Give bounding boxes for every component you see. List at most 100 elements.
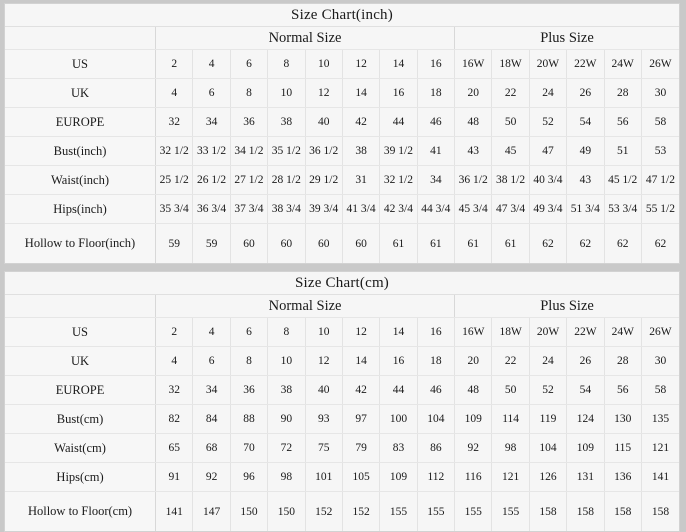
- cell: 6: [192, 78, 231, 108]
- row-label-hollow-to-floor: Hollow to Floor(inch): [5, 223, 157, 263]
- cell: 100: [379, 404, 418, 434]
- cell: 36 3/4: [192, 194, 231, 224]
- cell: 6: [230, 317, 269, 347]
- cell: 121: [641, 433, 679, 463]
- cell: 38: [267, 375, 306, 405]
- cell: 155: [379, 491, 418, 531]
- cell: 12: [305, 346, 343, 376]
- cell: 88: [230, 404, 269, 434]
- cell: 48: [454, 375, 493, 405]
- cell: 44: [379, 107, 418, 137]
- cell: 36: [230, 107, 269, 137]
- cell: 20W: [529, 49, 568, 79]
- cell: 45 3/4: [454, 194, 493, 224]
- cell: 24W: [604, 49, 642, 79]
- cell: 37 3/4: [230, 194, 269, 224]
- cell: 47: [529, 136, 568, 166]
- cell: 49 3/4: [529, 194, 568, 224]
- table-row: Hollow to Floor(inch) 59 59 60 60 60 60 …: [5, 223, 679, 263]
- row-label-hips: Hips(cm): [5, 462, 157, 492]
- row-label-europe: EUROPE: [5, 375, 157, 405]
- cell: 38 1/2: [491, 165, 530, 195]
- cell: 54: [566, 375, 605, 405]
- cell: 44 3/4: [417, 194, 456, 224]
- cell: 24W: [604, 317, 642, 347]
- cell: 114: [491, 404, 530, 434]
- cell: 4: [192, 317, 231, 347]
- cell: 97: [342, 404, 381, 434]
- cell: 51 3/4: [566, 194, 605, 224]
- cell: 61: [454, 223, 493, 263]
- cell: 2: [155, 317, 194, 347]
- cell: 32: [155, 375, 194, 405]
- title-row: Size Chart(inch): [5, 4, 679, 27]
- cell: 41: [417, 136, 456, 166]
- cell: 52: [529, 107, 568, 137]
- cell: 75: [305, 433, 343, 463]
- cell: 36: [230, 375, 269, 405]
- cell: 8: [267, 317, 306, 347]
- cell: 18W: [491, 317, 530, 347]
- cell: 131: [566, 462, 605, 492]
- cell: 8: [230, 346, 269, 376]
- cell: 121: [491, 462, 530, 492]
- cell: 38: [342, 136, 381, 166]
- row-label-hips: Hips(inch): [5, 194, 157, 224]
- cell: 20: [454, 346, 493, 376]
- row-label-waist: Waist(inch): [5, 165, 157, 195]
- cell: 101: [305, 462, 343, 492]
- cell: 16: [379, 346, 418, 376]
- cell: 136: [604, 462, 642, 492]
- size-table-cm: Size Chart(cm) Normal Size Plus Size US …: [5, 272, 679, 531]
- cell: 34 1/2: [230, 136, 269, 166]
- size-chart-inch: Size Chart(inch) Normal Size Plus Size U…: [4, 3, 680, 264]
- cell: 116: [454, 462, 493, 492]
- cell: 52: [529, 375, 568, 405]
- cell: 24: [529, 78, 568, 108]
- cell: 26: [566, 78, 605, 108]
- cell: 53 3/4: [604, 194, 642, 224]
- cell: 141: [155, 491, 194, 531]
- group-plus-size-inch: Plus Size: [454, 26, 679, 50]
- cell: 40: [305, 375, 343, 405]
- group-header-row: Normal Size Plus Size: [5, 26, 679, 50]
- cell: 28: [604, 78, 642, 108]
- cell: 112: [417, 462, 456, 492]
- cell: 158: [641, 491, 679, 531]
- cell: 155: [491, 491, 530, 531]
- cell: 22: [491, 78, 530, 108]
- cell: 22: [491, 346, 530, 376]
- cell: 152: [342, 491, 381, 531]
- group-header-row: Normal Size Plus Size: [5, 294, 679, 318]
- cell: 20: [454, 78, 493, 108]
- row-label-hollow-to-floor: Hollow to Floor(cm): [5, 491, 157, 531]
- cell: 92: [192, 462, 231, 492]
- cell: 135: [641, 404, 679, 434]
- cell: 8: [230, 78, 269, 108]
- cell: 42 3/4: [379, 194, 418, 224]
- cell: 62: [529, 223, 568, 263]
- cell: 53: [641, 136, 679, 166]
- cell: 42: [342, 107, 381, 137]
- cell: 12: [305, 78, 343, 108]
- cell: 18: [417, 346, 456, 376]
- cell: 38: [267, 107, 306, 137]
- cell: 18W: [491, 49, 530, 79]
- cell: 30: [641, 346, 679, 376]
- cell: 83: [379, 433, 418, 463]
- cell: 32 1/2: [379, 165, 418, 195]
- cell: 126: [529, 462, 568, 492]
- cell: 61: [417, 223, 456, 263]
- cell: 35 1/2: [267, 136, 306, 166]
- cell: 59: [155, 223, 194, 263]
- cell: 130: [604, 404, 642, 434]
- cell: 155: [454, 491, 493, 531]
- row-label-us: US: [5, 49, 157, 79]
- cell: 90: [267, 404, 306, 434]
- cell: 43: [566, 165, 605, 195]
- cell: 24: [529, 346, 568, 376]
- cell: 82: [155, 404, 194, 434]
- cell: 47 1/2: [641, 165, 679, 195]
- cell: 124: [566, 404, 605, 434]
- cell: 45: [491, 136, 530, 166]
